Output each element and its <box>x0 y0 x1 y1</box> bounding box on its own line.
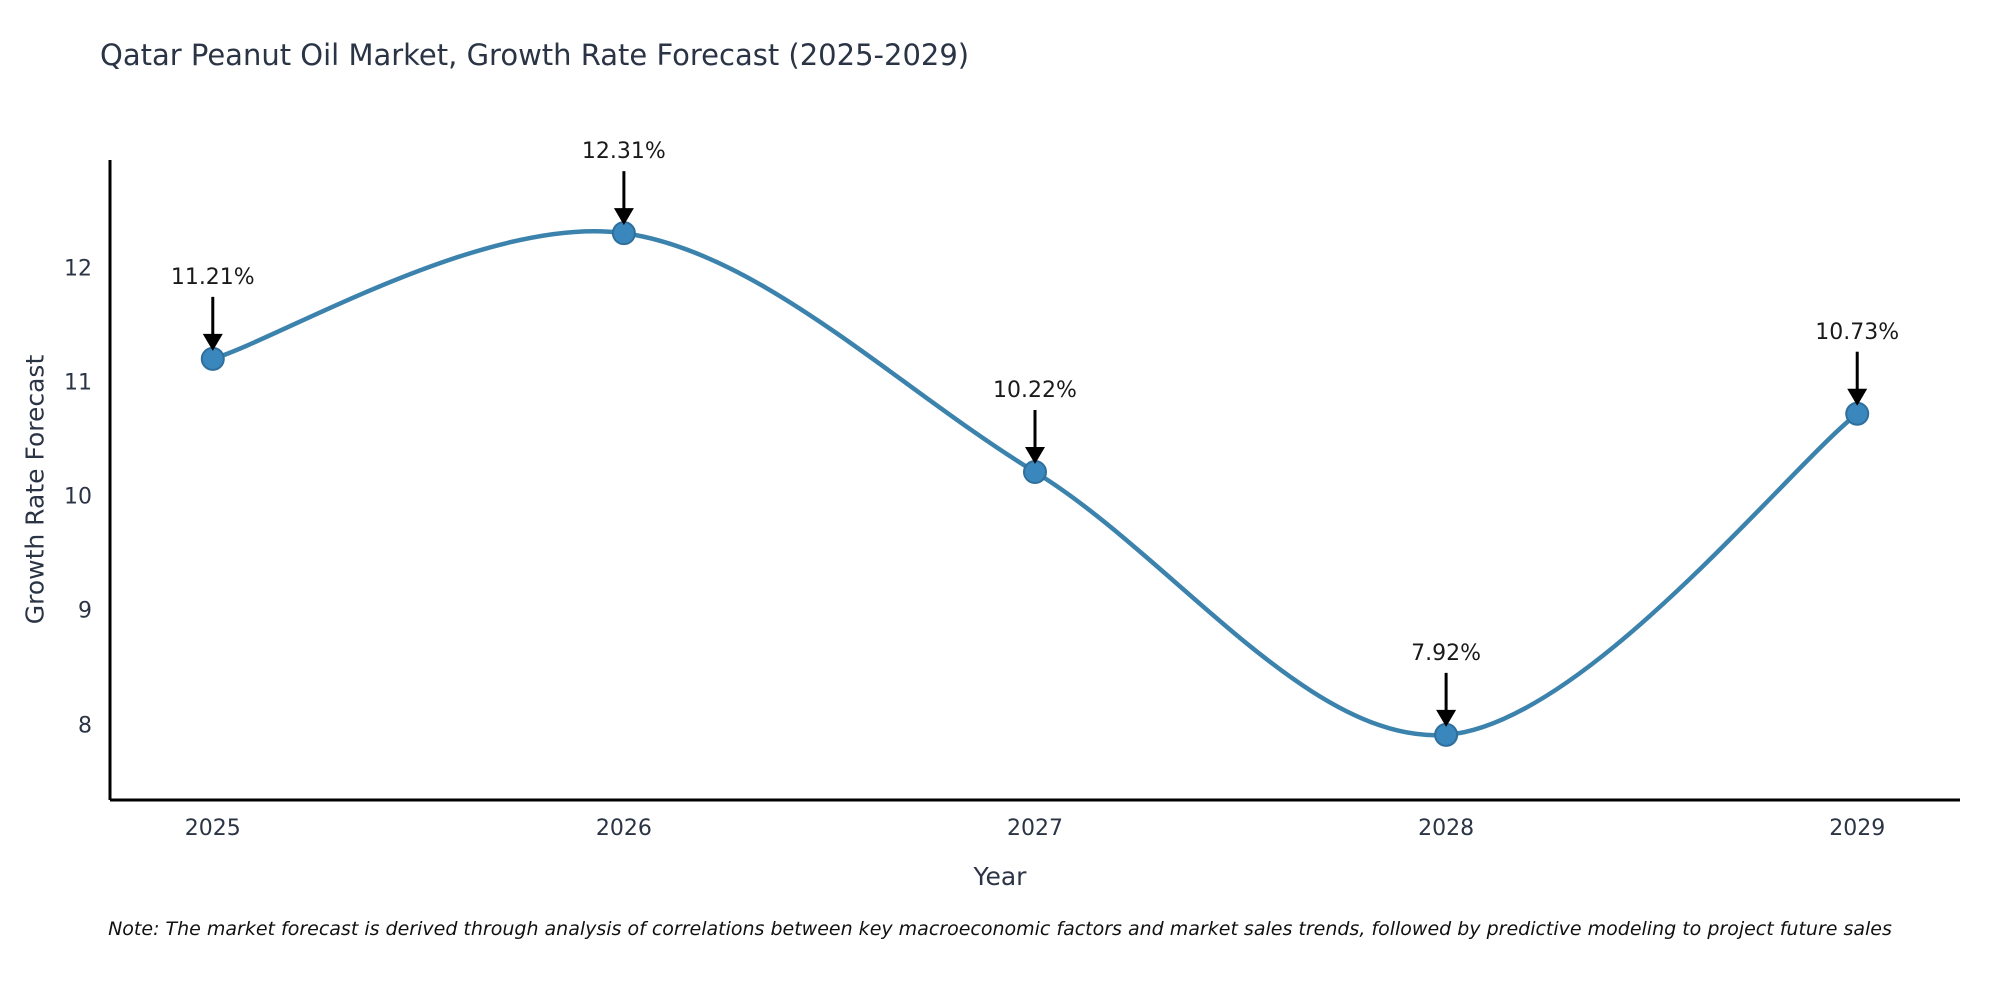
x-axis-title: Year <box>973 862 1027 891</box>
y-tick-label: 10 <box>64 484 92 510</box>
y-tick-label: 8 <box>78 713 92 739</box>
point-value-label: 11.21% <box>170 264 255 290</box>
y-tick-label: 9 <box>78 598 92 624</box>
y-tick-label: 11 <box>64 370 92 396</box>
annotation-arrow-head <box>202 333 223 351</box>
point-value-label: 10.22% <box>993 378 1077 403</box>
annotation-arrow-head <box>1436 709 1457 727</box>
data-point-markers <box>200 221 1870 747</box>
data-point-marker[interactable] <box>1023 460 1047 484</box>
annotation-arrow-head <box>613 208 634 226</box>
y-tick-label: 12 <box>64 256 92 282</box>
chart-title: Qatar Peanut Oil Market, Growth Rate For… <box>100 38 970 72</box>
point-value-label: 7.92% <box>1411 640 1482 666</box>
x-tick-label: 2025 <box>184 816 241 841</box>
x-tick-label: 2029 <box>1829 816 1886 841</box>
y-axis-title: Growth Rate Forecast <box>20 354 50 625</box>
data-point-marker[interactable] <box>1845 401 1870 426</box>
annotation-arrow-head <box>1025 447 1045 464</box>
point-value-label: 10.73% <box>1815 319 1900 345</box>
x-tick-label: 2027 <box>1007 816 1063 841</box>
chart-footnote: Note: The market forecast is derived thr… <box>108 918 1892 940</box>
point-value-label: 12.31% <box>581 139 666 165</box>
data-point-marker[interactable] <box>611 221 636 246</box>
x-tick-label: 2028 <box>1418 816 1475 841</box>
x-tick-label: 2026 <box>595 816 652 841</box>
data-point-marker[interactable] <box>200 346 225 371</box>
data-point-marker[interactable] <box>1434 722 1459 747</box>
annotation-arrows <box>202 171 1868 727</box>
annotation-arrow-head <box>1847 388 1868 406</box>
axis-spines <box>108 160 1960 802</box>
